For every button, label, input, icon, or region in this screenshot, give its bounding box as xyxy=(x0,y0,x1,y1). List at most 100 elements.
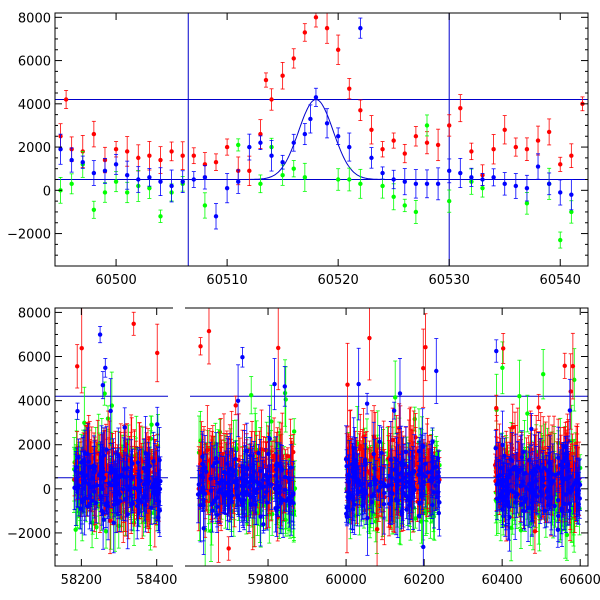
top-ytick-label: 0 xyxy=(43,184,51,199)
red-data-point xyxy=(546,129,552,135)
blue-data-point xyxy=(147,175,152,180)
green-data-point xyxy=(249,392,254,398)
blue-data-point xyxy=(458,170,463,176)
red-data-point xyxy=(233,403,238,408)
top-ytick-label: −2000 xyxy=(7,228,51,243)
blue-data-point xyxy=(535,164,541,169)
red-data-point xyxy=(158,157,163,163)
top-xtick-label: 60520 xyxy=(317,273,358,288)
blue-data-point xyxy=(69,157,74,163)
green-data-point xyxy=(234,447,239,452)
model-curve xyxy=(216,98,538,180)
blue-data-point xyxy=(313,95,319,100)
green-data-point xyxy=(525,411,530,416)
green-data-point xyxy=(102,190,108,195)
green-data-point xyxy=(291,429,297,434)
blue-data-point xyxy=(102,168,108,174)
green-data-point xyxy=(280,172,285,178)
red-data-point xyxy=(502,127,507,132)
blue-data-point xyxy=(191,177,197,182)
red-data-point xyxy=(75,364,80,369)
red-data-point xyxy=(367,335,372,341)
green-data-point xyxy=(147,185,152,191)
blue-data-point xyxy=(169,183,174,189)
red-data-point xyxy=(269,97,274,102)
green-data-point xyxy=(558,237,563,243)
green-data-point xyxy=(419,519,424,524)
green-data-point xyxy=(358,181,363,187)
red-data-point xyxy=(276,345,281,351)
red-data-point xyxy=(291,56,296,61)
green-data-point xyxy=(258,181,263,187)
top-ytick-label: 8000 xyxy=(18,11,51,26)
red-data-point xyxy=(191,153,197,158)
top-xtick-label: 60510 xyxy=(206,273,247,288)
blue-data-point xyxy=(335,134,341,139)
top-ytick-label: 4000 xyxy=(18,98,51,113)
red-data-point xyxy=(374,526,380,532)
red-data-point xyxy=(79,346,84,351)
green-data-point xyxy=(500,365,505,371)
red-data-point xyxy=(263,77,269,83)
blue-data-point xyxy=(424,181,430,187)
red-data-point xyxy=(139,469,144,475)
blue-data-point xyxy=(202,175,208,180)
green-data-point xyxy=(257,502,263,508)
red-data-point xyxy=(113,147,119,152)
green-data-point xyxy=(424,123,430,128)
red-data-point xyxy=(91,131,97,137)
red-data-point xyxy=(198,344,203,349)
green-data-point xyxy=(102,391,107,396)
red-data-point xyxy=(513,144,519,150)
top-panel: −2000 0 2000 4000 6000 8000 60500 60510 60520 605… xyxy=(7,11,589,288)
green-data-point xyxy=(94,525,99,530)
red-data-point xyxy=(247,168,252,174)
blue-data-point xyxy=(91,170,97,176)
red-data-point xyxy=(263,447,268,453)
green-data-point xyxy=(158,214,163,219)
blue-data-point xyxy=(513,183,519,189)
red-data-point xyxy=(469,149,474,154)
blue-data-point xyxy=(308,116,313,122)
green-data-point xyxy=(124,190,130,195)
blue-data-point xyxy=(569,192,574,197)
blue-data-point xyxy=(491,175,496,180)
green-data-point xyxy=(347,177,352,182)
green-data-point xyxy=(393,395,398,400)
blue-data-point xyxy=(435,181,441,187)
red-data-point xyxy=(206,328,212,334)
red-data-point xyxy=(280,73,285,78)
red-data-point xyxy=(155,350,160,356)
top-xtick-label: 60540 xyxy=(540,273,581,288)
blue-data-point xyxy=(113,162,119,167)
blue-data-point xyxy=(380,170,385,176)
green-data-point xyxy=(413,209,419,215)
green-data-point xyxy=(202,203,208,208)
green-data-point xyxy=(269,511,275,517)
green-data-point xyxy=(518,528,524,533)
blue-data-point xyxy=(446,168,452,174)
red-data-point xyxy=(435,142,441,148)
green-data-point xyxy=(283,397,288,402)
green-data-point xyxy=(113,179,119,184)
red-data-point xyxy=(213,160,219,165)
top-ytick-label: 2000 xyxy=(18,141,51,156)
blue-data-point xyxy=(391,177,396,182)
red-data-point xyxy=(458,105,463,111)
green-data-point xyxy=(269,419,274,424)
red-data-point xyxy=(524,147,530,152)
red-data-point xyxy=(324,25,330,31)
blue-data-point xyxy=(402,179,407,184)
green-data-point xyxy=(391,194,396,200)
red-data-point xyxy=(63,97,69,102)
bottom-plot-area xyxy=(55,308,588,566)
green-data-point xyxy=(569,209,574,215)
green-data-point xyxy=(446,198,452,204)
blue-data-point xyxy=(413,181,419,187)
green-data-point xyxy=(69,181,74,187)
red-data-point xyxy=(131,321,136,326)
blue-data-point xyxy=(291,140,296,145)
blue-data-point xyxy=(136,177,141,182)
